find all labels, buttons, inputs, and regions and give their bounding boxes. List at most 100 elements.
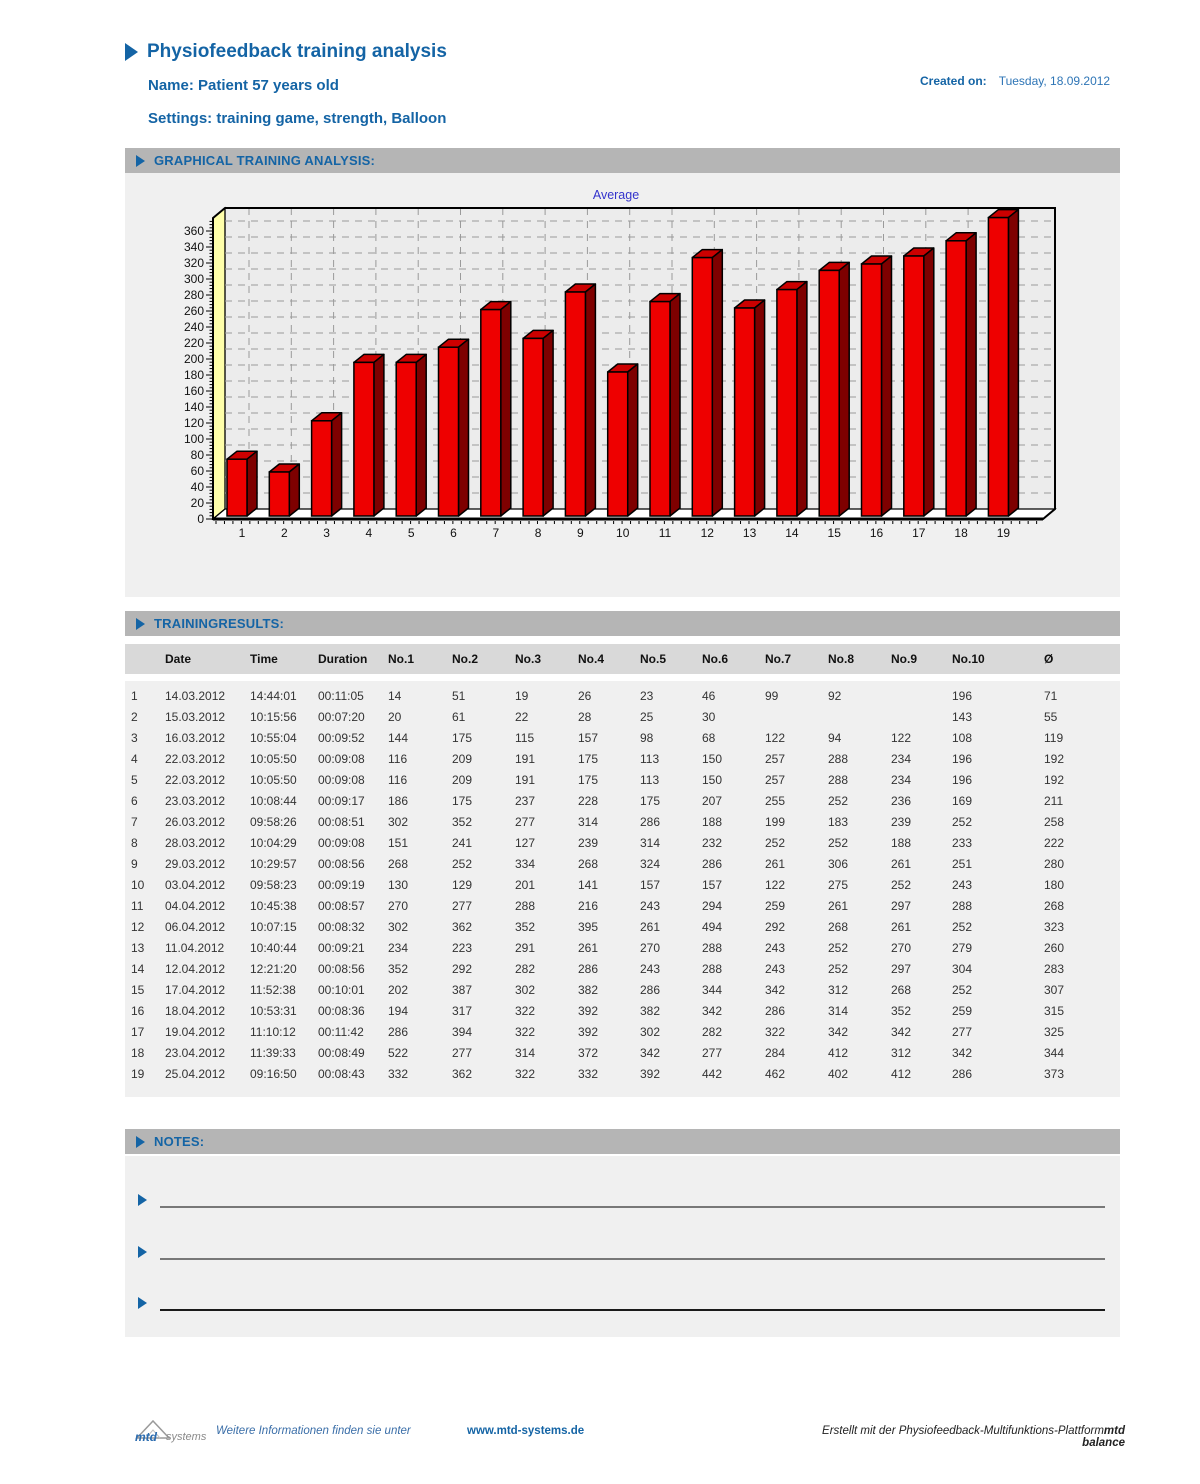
- cell-row-number: 2: [131, 710, 138, 724]
- cell-no3: 191: [515, 752, 536, 766]
- cell-no4: 332: [578, 1067, 599, 1081]
- cell-no5: 243: [640, 962, 661, 976]
- cell-no7: 243: [765, 962, 786, 976]
- note-line: [138, 1244, 1105, 1260]
- cell-no5: 324: [640, 857, 661, 871]
- table-row: 8 28.03.2012 10:04:29 00:09:08 151 241 127 239 3…: [125, 833, 1120, 854]
- cell-row-number: 9: [131, 857, 138, 871]
- cell-average: 260: [1044, 941, 1065, 955]
- average-bar-chart: 0 20 40 60 80 100 120 140 160 180 200 220 240 260 280 3…: [184, 188, 1057, 540]
- cell-row-number: 1: [131, 689, 138, 703]
- cell-duration: 00:07:20: [318, 710, 365, 724]
- cell-no10: 279: [952, 941, 973, 955]
- mtd-systems-logo: mtd systems: [133, 1418, 213, 1446]
- note-line: [138, 1192, 1105, 1208]
- cell-no3: 22: [515, 710, 529, 724]
- svg-text:280: 280: [184, 288, 204, 302]
- cell-no9: 234: [891, 752, 912, 766]
- svg-text:16: 16: [870, 526, 884, 540]
- cell-average: 211: [1044, 794, 1064, 808]
- cell-no3: 322: [515, 1025, 536, 1039]
- table-row: 7 26.03.2012 09:58:26 00:08:51 302 352 277 314 2…: [125, 812, 1120, 833]
- section-arrow-icon: [136, 154, 145, 167]
- cell-time: 10:05:50: [250, 752, 297, 766]
- cell-no10: 169: [952, 794, 973, 808]
- footer-url-link[interactable]: www.mtd-systems.de: [467, 1425, 585, 1437]
- col-header-7: No.5: [640, 652, 667, 666]
- cell-no3: 237: [515, 794, 536, 808]
- cell-no8: 252: [828, 836, 849, 850]
- table-row: 9 29.03.2012 10:29:57 00:08:56 268 252 334 268 3…: [125, 854, 1120, 875]
- cell-no10: 251: [952, 857, 973, 871]
- svg-text:220: 220: [184, 336, 204, 350]
- cell-time: 11:10:12: [250, 1025, 296, 1039]
- section-bar-graphical-analysis: GRAPHICAL TRAINING ANALYSIS:: [125, 148, 1120, 173]
- cell-no5: 270: [640, 941, 661, 955]
- chart-panel: 0 20 40 60 80 100 120 140 160 180 200 220 240 260 280 3…: [125, 173, 1120, 597]
- cell-date: 22.03.2012: [165, 773, 226, 787]
- cell-no10: 252: [952, 983, 973, 997]
- cell-no6: 342: [702, 1004, 723, 1018]
- cell-average: 119: [1044, 731, 1064, 745]
- cell-no1: 286: [388, 1025, 409, 1039]
- col-header-8: No.6: [702, 652, 729, 666]
- svg-text:3: 3: [323, 526, 330, 540]
- cell-time: 10:55:04: [250, 731, 297, 745]
- footer: mtd systems Weitere Informationen finden…: [0, 1412, 1200, 1458]
- svg-text:260: 260: [184, 304, 204, 318]
- cell-duration: 00:10:01: [318, 983, 365, 997]
- cell-no4: 239: [578, 836, 599, 850]
- cell-date: 22.03.2012: [165, 752, 226, 766]
- svg-text:240: 240: [184, 320, 204, 334]
- cell-average: 71: [1044, 689, 1058, 703]
- cell-no6: 442: [702, 1067, 723, 1081]
- cell-no5: 382: [640, 1004, 661, 1018]
- cell-no5: 157: [640, 878, 661, 892]
- cell-no2: 362: [452, 920, 473, 934]
- cell-no5: 113: [640, 752, 660, 766]
- cell-average: 55: [1044, 710, 1058, 724]
- cell-average: 268: [1044, 899, 1065, 913]
- cell-no3: 282: [515, 962, 536, 976]
- svg-text:6: 6: [450, 526, 457, 540]
- cell-no5: 243: [640, 899, 661, 913]
- table-row: 16 18.04.2012 10:53:31 00:08:36 194 317 322 392…: [125, 1001, 1120, 1022]
- cell-no1: 14: [388, 689, 402, 703]
- svg-text:60: 60: [191, 464, 205, 478]
- cell-time: 11:52:38: [250, 983, 296, 997]
- cell-row-number: 15: [131, 983, 145, 997]
- cell-no4: 261: [578, 941, 599, 955]
- svg-text:80: 80: [191, 448, 205, 462]
- cell-row-number: 19: [131, 1067, 145, 1081]
- cell-time: 10:05:50: [250, 773, 297, 787]
- cell-no3: 288: [515, 899, 536, 913]
- cell-date: 17.04.2012: [165, 983, 226, 997]
- cell-no1: 144: [388, 731, 409, 745]
- cell-no2: 175: [452, 794, 473, 808]
- cell-no7: 284: [765, 1046, 786, 1060]
- cell-no9: 352: [891, 1004, 912, 1018]
- cell-no1: 332: [388, 1067, 409, 1081]
- svg-text:17: 17: [912, 526, 926, 540]
- cell-no6: 68: [702, 731, 716, 745]
- note-arrow-icon: [138, 1297, 147, 1309]
- cell-no10: 243: [952, 878, 973, 892]
- cell-no1: 151: [388, 836, 409, 850]
- svg-text:5: 5: [408, 526, 415, 540]
- cell-no9: 236: [891, 794, 912, 808]
- cell-duration: 00:08:49: [318, 1046, 365, 1060]
- cell-time: 09:58:23: [250, 878, 297, 892]
- svg-text:2: 2: [281, 526, 288, 540]
- cell-no2: 394: [452, 1025, 473, 1039]
- col-header-4: No.2: [452, 652, 479, 666]
- cell-date: 12.04.2012: [165, 962, 226, 976]
- cell-row-number: 10: [131, 878, 145, 892]
- cell-no10: 277: [952, 1025, 973, 1039]
- cell-average: 315: [1044, 1004, 1065, 1018]
- col-header-10: No.8: [828, 652, 855, 666]
- footer-made-with: Erstellt mit der Physiofeedback-Multifun…: [822, 1425, 1125, 1449]
- cell-no4: 392: [578, 1004, 599, 1018]
- cell-date: 23.03.2012: [165, 794, 226, 808]
- cell-average: 192: [1044, 773, 1065, 787]
- cell-no3: 291: [515, 941, 536, 955]
